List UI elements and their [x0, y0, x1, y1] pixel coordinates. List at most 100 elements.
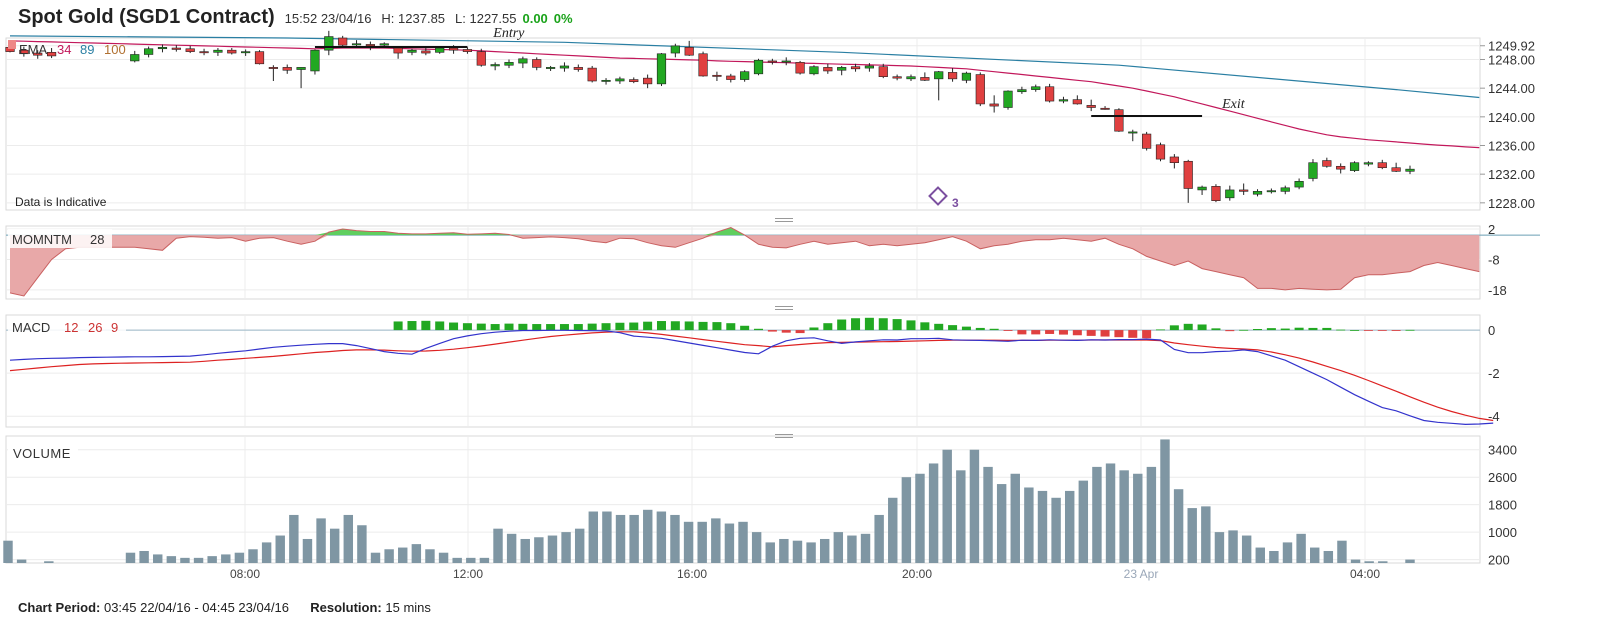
legend-bg [8, 229, 112, 248]
volume-bar [1201, 506, 1211, 563]
volume-bar [479, 557, 490, 563]
candle [518, 56, 528, 69]
momentum-area-negative [10, 235, 1480, 296]
low-value: L: 1227.55 [455, 11, 517, 26]
price-y-tick-label: 1232.00 [1488, 167, 1535, 182]
macd-histogram-bar [1086, 330, 1096, 336]
candle-body [1017, 89, 1027, 93]
candle-body [1377, 162, 1387, 169]
volume-bar [1350, 559, 1361, 563]
x-tick-label: 08:00 [230, 567, 260, 581]
legend-swatch [8, 40, 16, 49]
volume-bar [1405, 559, 1415, 563]
macd-histogram-bar [573, 324, 583, 331]
candle-body [823, 67, 833, 72]
volume-bar [1187, 508, 1197, 563]
legend-bg [8, 441, 78, 463]
volume-bar [370, 552, 381, 563]
volume-bar [874, 514, 884, 563]
volume-bar [1364, 561, 1374, 563]
macd-histogram-bar [975, 327, 985, 331]
candle [1045, 83, 1055, 103]
volume-bar [1064, 490, 1075, 563]
chart-header: Spot Gold (SGD1 Contract) 15:52 23/04/16… [18, 6, 573, 32]
candle-body [338, 37, 348, 46]
volume-bar [765, 542, 775, 563]
volume-bar [1173, 489, 1184, 563]
macd-y-tick-label: -4 [1488, 409, 1500, 424]
ema-legend-period: 89 [80, 42, 94, 57]
candle [1294, 178, 1304, 190]
volume-bar [411, 544, 422, 563]
volume-bar [452, 557, 462, 563]
macd-histogram-bar [1350, 330, 1360, 331]
candle-body [324, 36, 334, 51]
candle-body [241, 51, 251, 54]
candle-body [365, 44, 375, 47]
volume-bar [1133, 473, 1143, 563]
candle [1072, 95, 1082, 105]
candle-body [615, 78, 625, 82]
candle-body [1197, 186, 1207, 191]
panel-splitter [775, 218, 793, 219]
price-y-tick-label: 1244.00 [1488, 81, 1535, 96]
volume-bar [901, 477, 912, 563]
candle [1086, 99, 1096, 112]
macd-histogram-bar [837, 319, 847, 331]
macd-histogram-bar [989, 328, 999, 331]
macd-histogram-bar [906, 320, 916, 331]
candle [975, 72, 985, 107]
candle [1308, 159, 1318, 182]
candle [601, 78, 611, 85]
ema-legend-period: 100 [104, 42, 126, 57]
candle-body [698, 53, 708, 77]
candle-body [864, 65, 875, 69]
candle-body [1100, 107, 1110, 110]
candle-body [1405, 168, 1415, 172]
volume-bar [1255, 547, 1265, 563]
macd-histogram-bar [948, 325, 958, 331]
macd-histogram-bar [1266, 328, 1276, 331]
ema-34-line [9, 40, 1480, 149]
candle [199, 48, 209, 56]
candle-body [1294, 181, 1304, 188]
event-badge-icon [928, 186, 948, 206]
candle-body [213, 49, 223, 53]
event-badge-count: 3 [952, 196, 959, 210]
macd-histogram-bar [462, 323, 472, 331]
momentum-legend-label: MOMNTM [12, 232, 72, 247]
macd-legend-param: 12 [64, 320, 78, 335]
candle [351, 40, 362, 47]
macd-legend-label: MACD [12, 320, 50, 335]
macd-histogram-bar [1377, 330, 1387, 331]
candle-body [46, 52, 57, 57]
resolution-value: 15 mins [385, 600, 431, 615]
macd-histogram-bar [601, 323, 611, 331]
candle-body [268, 67, 278, 69]
candle [365, 41, 375, 51]
macd-histogram-bar [490, 324, 500, 331]
candle [837, 65, 847, 76]
macd-histogram-bar [1114, 330, 1124, 338]
volume-bar [1378, 561, 1388, 563]
candle-body [559, 65, 570, 69]
candle [920, 72, 930, 81]
candle [559, 62, 570, 72]
candle [643, 74, 653, 89]
volume-bar [711, 518, 721, 563]
volume-bar [261, 542, 272, 563]
momentum-panel [6, 226, 1540, 297]
volume-bar [520, 538, 530, 563]
macd-histogram-bar [1294, 327, 1304, 331]
x-tick-label: 23 Apr [1124, 567, 1159, 581]
volume-legend: VOLUME [8, 441, 78, 463]
volume-bar [166, 556, 177, 563]
volume-bar [1296, 533, 1306, 563]
candle-body [448, 47, 459, 51]
panel-labels: Data is Indicative EMA 34 89 100 MOMNTM 28 MACD… [8, 40, 126, 463]
candle-body [1142, 133, 1152, 149]
candle [282, 64, 292, 74]
candle [310, 49, 320, 75]
ema-legend: EMA 34 89 100 [8, 40, 126, 57]
